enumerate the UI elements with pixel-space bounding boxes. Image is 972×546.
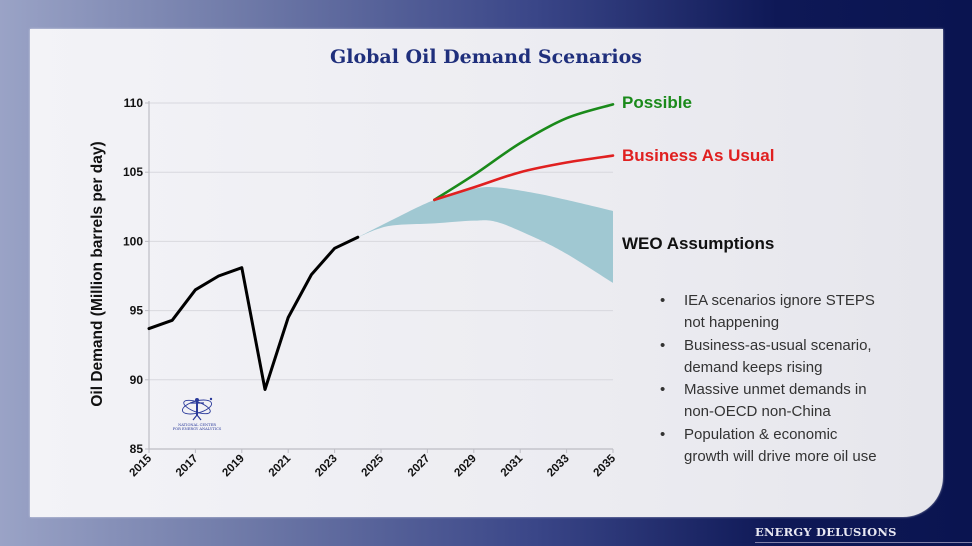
footer-underline (755, 542, 972, 543)
y-tick-labels: 85 90 95 100 105 110 (123, 96, 143, 456)
x-tick-label: 2025 (360, 452, 387, 479)
nca-logo: NATIONAL CENTER FOR ENERGY ANALYTICS (166, 394, 228, 436)
x-tick-labels: 2015 2017 2019 2021 2023 2025 2027 2029 2031 2033… (128, 452, 619, 479)
series-line-possible (433, 103, 615, 202)
bullet-item: • Business-as-usual scenario, demand kee… (660, 335, 950, 380)
bullet-line: not happening (684, 314, 780, 332)
chart-title: Global Oil Demand Scenarios (330, 46, 642, 68)
x-tick-label: 2015 (128, 452, 155, 479)
bullet-list: • IEA scenarios ignore STEPS not happeni… (660, 290, 950, 468)
bullet-line: Business-as-usual scenario, (684, 336, 872, 354)
axes (145, 101, 614, 453)
x-tick-label: 2021 (267, 452, 294, 479)
bullet-line: demand keeps rising (684, 358, 823, 376)
logo-text-line1: NATIONAL CENTER (178, 423, 216, 427)
bullet-line: non-OECD non-China (684, 403, 831, 421)
x-tick-label: 2033 (545, 453, 572, 480)
x-tick-label: 2031 (499, 452, 526, 479)
footer-brand: ENERGY DELUSIONS (755, 525, 897, 539)
bullet-dot: • (660, 381, 666, 399)
logo-text-line2: FOR ENERGY ANALYTICS (172, 427, 222, 431)
x-tick-label: 2027 (406, 453, 433, 480)
slide-panel (30, 29, 943, 517)
bullet-dot: • (660, 292, 666, 309)
bullet-line: IEA scenarios ignore STEPS (684, 292, 875, 309)
bullet-line: growth will drive more oil use (684, 448, 877, 466)
weo-band-area (357, 187, 613, 283)
y-tick-label: 110 (124, 96, 144, 110)
x-tick-label: 2023 (313, 453, 340, 480)
bullet-dot: • (660, 336, 666, 354)
series-line-historical (147, 235, 360, 391)
atom-figure-icon (181, 397, 213, 421)
annotation-weo-assumptions: WEO Assumptions (622, 234, 775, 253)
y-tick-label: 100 (123, 234, 143, 248)
y-axis-label: Oil Demand (Million barrels per day) (89, 141, 106, 407)
annotation-business-as-usual: Business As Usual (622, 146, 775, 165)
weo-band (357, 187, 613, 283)
bullet-line: Population & economic (684, 425, 838, 443)
gridlines (149, 102, 613, 381)
y-tick-label: 90 (130, 373, 144, 387)
x-tick-label: 2029 (452, 453, 479, 480)
annotation-possible: Possible (622, 93, 692, 112)
y-tick-label: 95 (130, 304, 144, 318)
x-tick-label: 2017 (174, 453, 201, 480)
bullet-dot: • (660, 425, 666, 443)
bullet-item: • IEA scenarios ignore STEPS not happeni… (660, 290, 950, 335)
x-tick-label: 2035 (592, 452, 619, 479)
x-tick-label: 2019 (220, 453, 247, 480)
y-tick-label: 105 (123, 165, 143, 179)
bullet-line: Massive unmet demands in (684, 381, 867, 399)
bullet-item: • Population & economic growth will driv… (660, 424, 950, 469)
y-tick-label: 85 (130, 442, 144, 456)
bullet-item: • Massive unmet demands in non-OECD non-… (660, 379, 950, 424)
series-lines (147, 103, 615, 391)
